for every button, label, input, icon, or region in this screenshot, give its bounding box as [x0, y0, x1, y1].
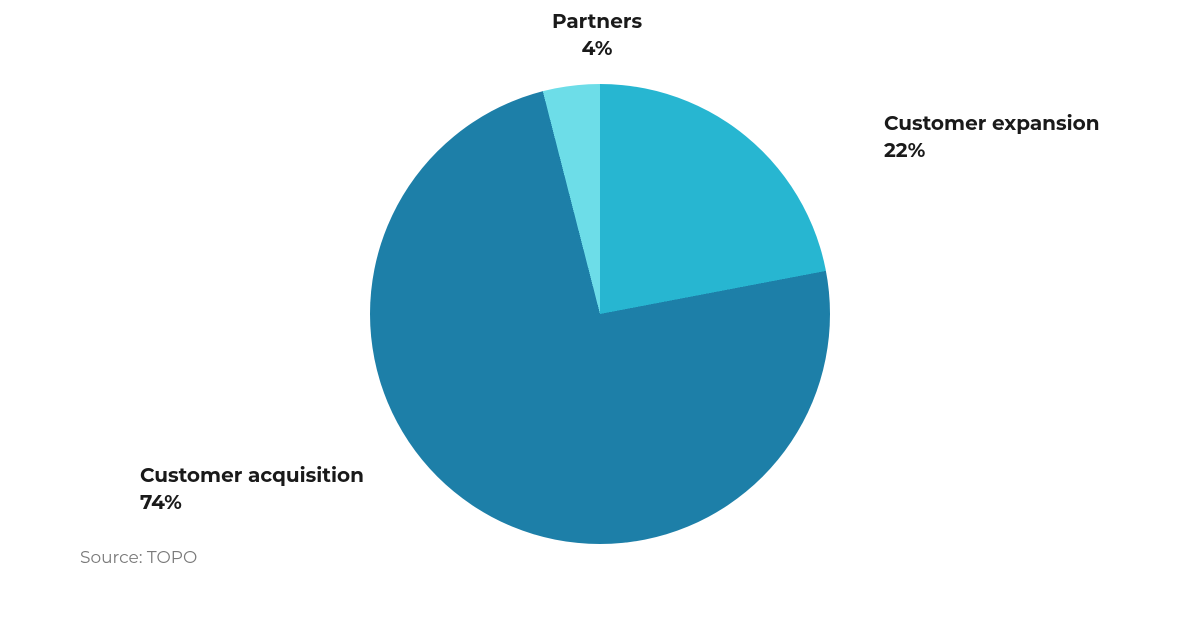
slice-pct-acquisition: 74% [140, 491, 364, 516]
slice-name-expansion: Customer expansion [884, 112, 1100, 137]
slice-name-acquisition: Customer acquisition [140, 464, 364, 489]
slice-label-expansion: Customer expansion 22% [884, 112, 1100, 164]
pie-chart [370, 84, 830, 544]
slice-label-acquisition: Customer acquisition 74% [140, 464, 364, 516]
source-text: Source: TOPO [80, 548, 197, 568]
slice-name-partners: Partners [552, 10, 642, 35]
slice-label-partners: Partners 4% [552, 10, 642, 62]
slice-pct-partners: 4% [552, 37, 642, 62]
pie-graphic [370, 84, 830, 544]
chart-stage: Partners 4% Customer expansion 22% Custo… [0, 0, 1200, 628]
slice-pct-expansion: 22% [884, 139, 1100, 164]
